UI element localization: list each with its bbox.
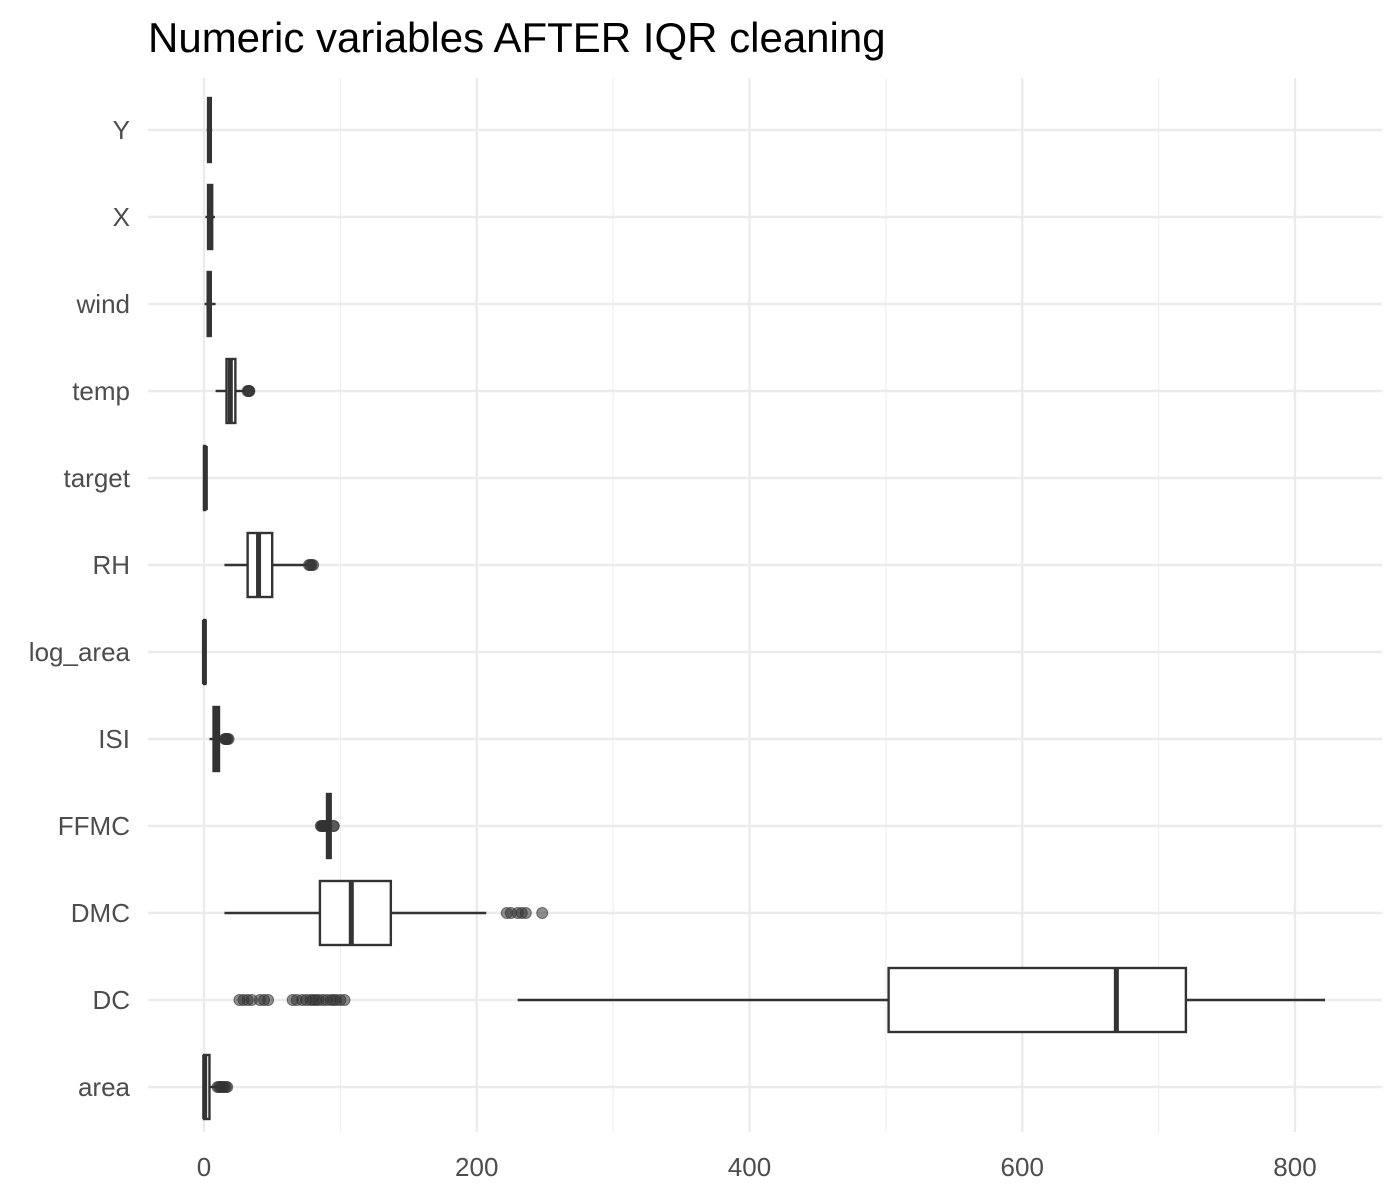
box-DC xyxy=(233,966,1326,1034)
box-series xyxy=(201,96,1326,1121)
category-label-FFMC: FFMC xyxy=(58,811,130,841)
outlier-point xyxy=(243,385,256,397)
outlier-point xyxy=(338,994,351,1006)
box-temp xyxy=(215,357,256,425)
x-tick-label: 0 xyxy=(197,1152,211,1182)
category-label-DMC: DMC xyxy=(71,898,130,928)
box-Y xyxy=(206,96,213,164)
box-log_area xyxy=(201,618,207,686)
x-tick-label: 800 xyxy=(1273,1152,1316,1182)
category-label-DC: DC xyxy=(92,985,130,1015)
x-tick-label: 400 xyxy=(728,1152,771,1182)
box-area xyxy=(202,1053,234,1121)
chart-title: Numeric variables AFTER IQR cleaning xyxy=(148,14,886,61)
iqr-box xyxy=(318,879,393,947)
x-tick-label: 200 xyxy=(455,1152,498,1182)
x-tick-label: 600 xyxy=(1001,1152,1044,1182)
outlier-point xyxy=(536,907,549,919)
category-label-Y: Y xyxy=(113,115,130,145)
outlier-point xyxy=(307,559,320,571)
box-FFMC xyxy=(314,792,340,860)
category-label-wind: wind xyxy=(76,289,130,319)
outlier-point xyxy=(221,1081,234,1093)
x-axis-tick-labels: 0 200 400 600 800 xyxy=(197,1152,1317,1182)
box-DMC xyxy=(224,879,549,947)
outlier-point xyxy=(327,820,340,832)
category-label-target: target xyxy=(64,463,131,493)
box-wind xyxy=(204,270,216,338)
grid-lines xyxy=(148,78,1382,1132)
outlier-point xyxy=(222,733,235,745)
outlier-point xyxy=(519,907,532,919)
category-label-temp: temp xyxy=(72,376,130,406)
box-target xyxy=(202,444,208,512)
box-ISI xyxy=(209,705,235,773)
box-RH xyxy=(224,531,320,599)
box-X xyxy=(205,183,215,251)
category-label-ISI: ISI xyxy=(98,724,130,754)
outlier-point xyxy=(262,994,275,1006)
category-label-log_area: log_area xyxy=(29,637,131,667)
category-label-RH: RH xyxy=(92,550,130,580)
category-label-area: area xyxy=(78,1072,131,1102)
iqr-box xyxy=(887,966,1188,1034)
category-label-X: X xyxy=(113,202,130,232)
